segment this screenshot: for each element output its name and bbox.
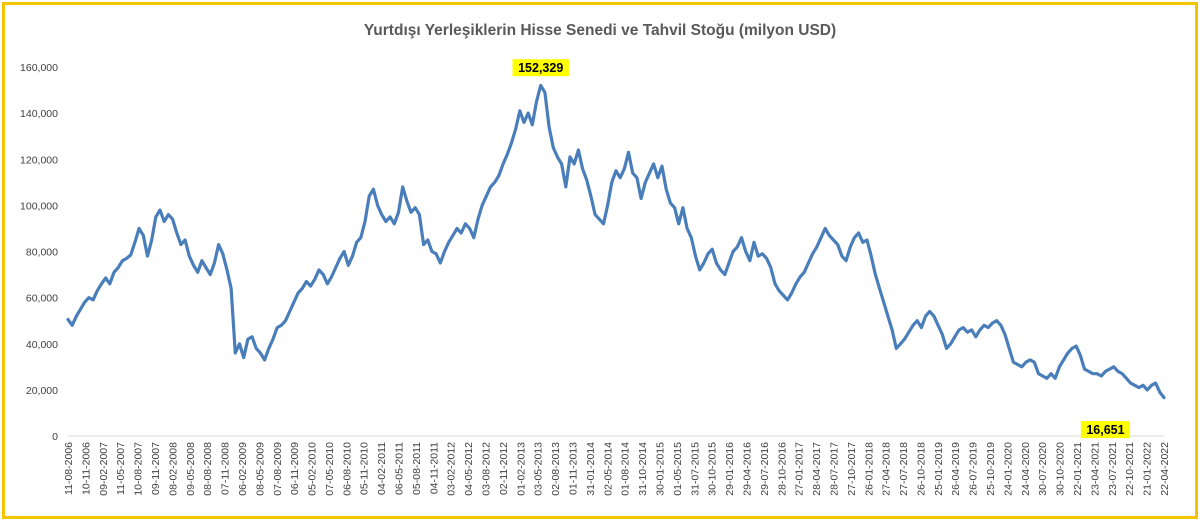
chart-title: Yurtdışı Yerleşiklerin Hisse Senedi ve T… (363, 22, 837, 39)
x-tick-label: 26-07-2019 (968, 442, 980, 496)
x-tick-label: 27-01-2017 (794, 442, 806, 496)
x-tick-label: 02-05-2014 (602, 442, 614, 496)
x-tick-label: 03-02-2012 (446, 442, 458, 496)
x-tick-label: 04-05-2012 (463, 442, 475, 496)
x-tick-label: 08-05-2009 (254, 442, 266, 496)
x-tick-label: 26-01-2018 (863, 442, 875, 496)
y-tick-label: 140,000 (20, 108, 58, 120)
x-tick-label: 06-08-2010 (341, 442, 353, 496)
x-tick-label: 11-05-2007 (115, 442, 127, 495)
x-tick-label: 06-05-2011 (394, 442, 406, 495)
y-tick-label: 20,000 (26, 385, 58, 397)
x-tick-label: 01-05-2015 (672, 442, 684, 496)
x-tick-label: 31-07-2015 (689, 442, 701, 496)
y-tick-label: 160,000 (20, 62, 58, 74)
x-tick-label: 30-10-2015 (707, 442, 719, 496)
annotation-layer: 152,329 16,651 (512, 59, 1131, 439)
x-tick-label: 26-04-2019 (950, 442, 962, 496)
x-tick-label: 01-11-2013 (568, 442, 580, 495)
x-tick-label: 10-11-2006 (80, 442, 92, 495)
x-axis-labels: 11-08-2006 10-11-2006 09-02-2007 11-05-2007… (63, 442, 1171, 496)
x-tick-label: 08-02-2008 (167, 442, 179, 496)
x-tick-label: 28-04-2017 (811, 442, 823, 496)
x-tick-label: 30-01-2015 (654, 442, 666, 496)
x-tick-label: 04-02-2011 (376, 442, 388, 495)
x-tick-label: 04-11-2011 (428, 442, 440, 494)
annotation-label: 152,329 (518, 61, 563, 75)
x-tick-label: 05-02-2010 (307, 442, 319, 496)
x-tick-label: 09-11-2007 (150, 442, 162, 495)
y-tick-label: 100,000 (20, 200, 58, 212)
y-tick-label: 40,000 (26, 339, 58, 351)
x-tick-label: 26-10-2018 (915, 442, 927, 496)
y-tick-label: 80,000 (26, 247, 58, 259)
x-tick-label: 03-05-2013 (533, 442, 545, 496)
x-tick-label: 31-10-2014 (637, 442, 649, 496)
x-tick-label: 07-08-2009 (272, 442, 284, 496)
x-tick-label: 03-08-2012 (481, 442, 493, 496)
x-tick-label: 23-04-2021 (1089, 442, 1101, 496)
x-tick-label: 21-01-2022 (1142, 442, 1154, 496)
x-tick-label: 02-11-2012 (498, 442, 510, 495)
x-tick-label: 27-04-2018 (881, 442, 893, 496)
x-tick-label: 22-10-2021 (1124, 442, 1136, 496)
annotation-highlight (1080, 421, 1131, 439)
x-tick-label: 30-10-2020 (1055, 442, 1067, 496)
x-tick-label: 01-08-2014 (620, 442, 632, 496)
annotation-label: 16,651 (1086, 423, 1124, 437)
x-tick-label: 01-02-2013 (515, 442, 527, 496)
x-tick-label: 22-04-2022 (1159, 442, 1171, 496)
x-tick-label: 07-11-2008 (220, 442, 232, 495)
x-tick-label: 28-10-2016 (776, 442, 788, 496)
y-axis-labels: 0 20,000 40,000 60,000 80,000 100,000 120,000 1… (20, 62, 58, 443)
x-tick-label: 27-07-2018 (898, 442, 910, 496)
x-tick-label: 24-01-2020 (1002, 442, 1014, 496)
x-tick-label: 29-07-2016 (759, 442, 771, 496)
x-tick-label: 06-11-2009 (289, 442, 301, 495)
annotation-highlight (512, 59, 569, 77)
series-layer (66, 83, 1166, 400)
series-line (66, 83, 1166, 400)
x-tick-label: 28-07-2017 (828, 442, 840, 496)
x-tick-label: 30-07-2020 (1037, 442, 1049, 496)
x-tick-label: 23-07-2021 (1107, 442, 1119, 496)
y-tick-label: 60,000 (26, 293, 58, 305)
x-tick-label: 07-05-2010 (324, 442, 336, 496)
y-tick-label: 120,000 (20, 154, 58, 166)
x-tick-label: 06-02-2009 (237, 442, 249, 496)
x-tick-label: 05-08-2011 (411, 442, 423, 495)
x-tick-label: 22-01-2021 (1072, 442, 1084, 496)
x-tick-label: 09-02-2007 (98, 442, 110, 496)
x-tick-label: 25-10-2019 (985, 442, 997, 496)
x-tick-label: 24-04-2020 (1020, 442, 1032, 496)
x-tick-label: 02-08-2013 (550, 442, 562, 496)
x-tick-label: 08-08-2008 (202, 442, 214, 496)
x-tick-label: 25-01-2019 (933, 442, 945, 496)
y-tick-label: 0 (52, 431, 58, 443)
x-tick-label: 05-11-2010 (359, 442, 371, 495)
x-tick-label: 31-01-2014 (585, 442, 597, 496)
x-tick-label: 09-05-2008 (185, 442, 197, 496)
x-tick-label: 29-04-2016 (741, 442, 753, 496)
x-tick-label: 10-08-2007 (133, 442, 145, 496)
x-tick-label: 29-01-2016 (724, 442, 736, 496)
x-tick-label: 11-08-2006 (63, 442, 75, 495)
x-tick-label: 27-10-2017 (846, 442, 858, 496)
